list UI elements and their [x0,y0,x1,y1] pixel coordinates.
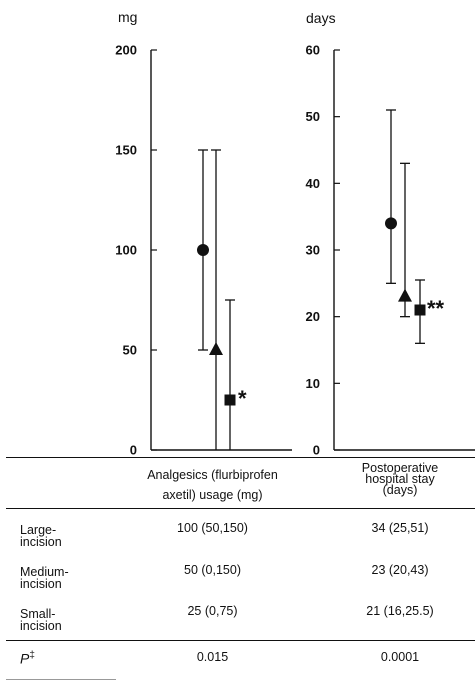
row-label-large-2: incision [20,535,62,549]
p-value-label: P‡ [20,650,35,667]
p-value-hospital-stay: 0.0001 [380,650,420,664]
col-header-hospital-stay: Postoperative hospital stay (days) [325,461,475,497]
footnote-rule [6,679,116,680]
p-label-mark: ‡ [29,650,35,661]
charts-area: mg 0 50 100 150 200 * days 0 10 20 30 40 50 60 ** [115,9,475,455]
small-incision-point [414,304,426,316]
y-tick-label: 60 [306,43,320,58]
col-header-hospital-stay-line1: Postoperative [361,461,439,475]
small-incision-significance-mark: ** [427,296,445,321]
row-label-medium-2: incision [20,577,62,591]
y-tick-label: 10 [306,376,320,391]
p-label-text: P [20,650,30,667]
cell-large-analgesics: 100 (50,150) [177,521,248,535]
y-tick-label: 200 [115,43,137,58]
col-header-analgesics-line2: axetil) usage (mg) [162,488,263,502]
small-incision-point [224,394,236,406]
row-label-medium-1: Medium- [20,565,69,579]
col-header-hospital-stay-line2: hospital stay [365,472,435,486]
summary-table: Analgesics (flurbiprofen axetil) usage (… [0,457,475,684]
cell-large-hospital-stay: 34 (25,51) [371,521,429,535]
cell-small-analgesics: 25 (0,75) [187,604,238,618]
y-tick-label: 30 [306,243,320,258]
medium-incision-point [209,342,223,355]
row-label-small-1: Small- [20,607,56,621]
y-tick-label: 40 [306,176,320,191]
col-header-hospital-stay-line3: (days) [382,483,418,497]
medium-incision-point [398,288,412,302]
row-label-small-2: incision [20,619,62,633]
y-tick-label: 150 [115,143,137,158]
small-incision-significance-mark: * [238,386,247,411]
cell-small-hospital-stay: 21 (16,25.5) [366,604,434,618]
table-header-rule [6,508,475,509]
y-tick-label: 0 [313,443,320,456]
y-tick-label: 50 [306,109,320,124]
col-header-analgesics: Analgesics (flurbiprofen axetil) usage (… [130,469,295,502]
p-value-analgesics: 0.015 [196,650,229,664]
row-label-large-1: Large- [20,523,57,537]
y-tick-label: 20 [306,309,320,324]
cell-medium-hospital-stay: 23 (20,43) [371,563,429,577]
col-header-analgesics-line1: Analgesics (flurbiprofen [147,468,278,482]
y-tick-label: 50 [123,343,137,358]
cell-medium-analgesics: 50 (0,150) [184,563,241,577]
large-incision-point [385,217,397,230]
y-tick-label: 0 [130,443,137,456]
large-incision-point [197,244,209,256]
y-unit-label: mg [118,9,137,25]
table-p-rule [6,640,475,641]
y-unit-label: days [306,10,336,26]
analgesics-chart: mg 0 50 100 150 200 * [115,9,292,455]
y-tick-label: 100 [115,243,137,258]
table-top-rule [6,457,475,458]
hospital-stay-chart: days 0 10 20 30 40 50 60 ** [306,10,475,455]
